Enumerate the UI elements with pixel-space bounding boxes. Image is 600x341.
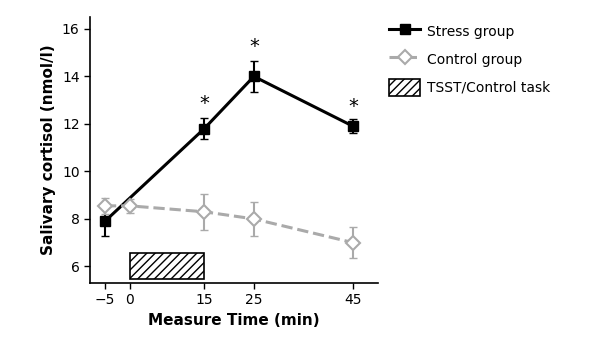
Legend: Stress group, Control group, TSST/Control task: Stress group, Control group, TSST/Contro… <box>384 17 556 101</box>
Bar <box>130 253 204 280</box>
X-axis label: Measure Time (min): Measure Time (min) <box>148 313 320 328</box>
Text: *: * <box>199 94 209 113</box>
Text: *: * <box>348 97 358 116</box>
Y-axis label: Salivary cortisol (nmol/l): Salivary cortisol (nmol/l) <box>41 45 56 255</box>
Text: *: * <box>249 37 259 56</box>
